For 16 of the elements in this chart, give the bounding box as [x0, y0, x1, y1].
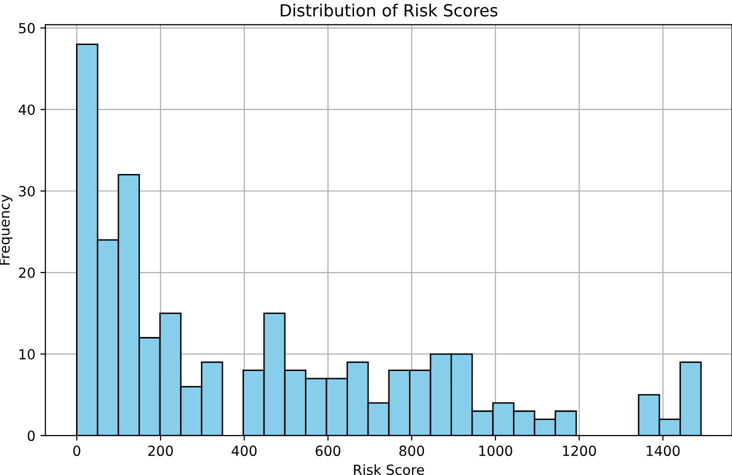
- x-axis-title: Risk Score: [354, 464, 424, 475]
- x-tick-label: 0: [73, 446, 80, 456]
- y-tick-label: 20: [19, 268, 35, 278]
- x-tick-label: 800: [399, 446, 424, 456]
- y-tick-label: 30: [19, 186, 35, 196]
- x-tick-label: 600: [316, 446, 340, 456]
- y-tick-label: 0: [28, 430, 35, 442]
- x-tick-label: 200: [148, 446, 173, 456]
- x-tick-label: 1200: [563, 446, 596, 456]
- x-tick-label: 400: [232, 446, 257, 456]
- chart-title: Distribution of Risk Scores: [280, 4, 498, 17]
- y-tick-label: 10: [20, 349, 35, 360]
- y-tick-label: 50: [19, 22, 35, 34]
- x-tick-label: 1400: [646, 446, 680, 456]
- x-tick-label: 1000: [479, 446, 512, 456]
- y-tick-label: 40: [18, 104, 35, 115]
